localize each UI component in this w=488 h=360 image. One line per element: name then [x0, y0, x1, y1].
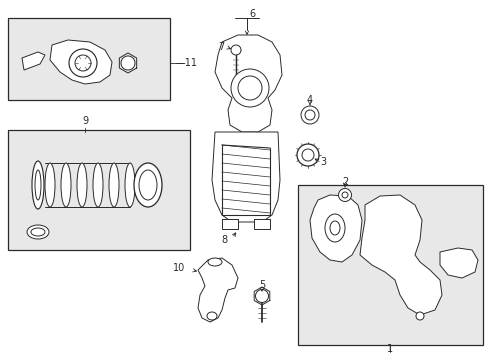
Polygon shape [359, 195, 441, 315]
Ellipse shape [31, 228, 45, 236]
Ellipse shape [305, 110, 314, 120]
Polygon shape [50, 40, 112, 84]
Text: 8: 8 [222, 235, 227, 245]
Ellipse shape [207, 258, 222, 266]
Polygon shape [215, 35, 282, 132]
Ellipse shape [61, 163, 71, 207]
Ellipse shape [121, 56, 135, 70]
Text: 4: 4 [306, 95, 312, 105]
Ellipse shape [134, 163, 162, 207]
Text: 9: 9 [82, 116, 88, 126]
Ellipse shape [329, 221, 339, 235]
Polygon shape [22, 52, 45, 70]
Ellipse shape [230, 45, 241, 55]
Bar [253, 219, 269, 229]
Bar [8, 18, 170, 100]
Ellipse shape [325, 214, 345, 242]
Bar [297, 185, 482, 345]
Ellipse shape [32, 161, 44, 209]
Ellipse shape [75, 55, 91, 71]
Text: 7: 7 [217, 42, 224, 52]
Polygon shape [212, 132, 280, 222]
Text: 2: 2 [341, 177, 347, 187]
Ellipse shape [125, 163, 135, 207]
Ellipse shape [45, 163, 55, 207]
Ellipse shape [77, 163, 87, 207]
Ellipse shape [27, 225, 49, 239]
Ellipse shape [341, 192, 347, 198]
Ellipse shape [109, 163, 119, 207]
Ellipse shape [69, 49, 97, 77]
Polygon shape [439, 248, 477, 278]
Ellipse shape [93, 163, 103, 207]
Text: 5: 5 [258, 280, 264, 290]
Polygon shape [309, 195, 361, 262]
Ellipse shape [338, 189, 351, 202]
Ellipse shape [255, 289, 268, 302]
Ellipse shape [238, 76, 262, 100]
Ellipse shape [35, 170, 41, 200]
Text: 10: 10 [172, 263, 184, 273]
Text: —11: —11 [176, 58, 198, 68]
Ellipse shape [296, 144, 318, 166]
Text: 3: 3 [319, 157, 325, 167]
Ellipse shape [301, 106, 318, 124]
Ellipse shape [302, 149, 313, 161]
Ellipse shape [230, 69, 268, 107]
Bar [222, 219, 238, 229]
Text: 1: 1 [386, 344, 392, 354]
Ellipse shape [139, 170, 157, 200]
Bar [8, 130, 190, 250]
Ellipse shape [206, 312, 217, 320]
Ellipse shape [415, 312, 423, 320]
Text: 6: 6 [248, 9, 255, 19]
Polygon shape [198, 258, 238, 322]
